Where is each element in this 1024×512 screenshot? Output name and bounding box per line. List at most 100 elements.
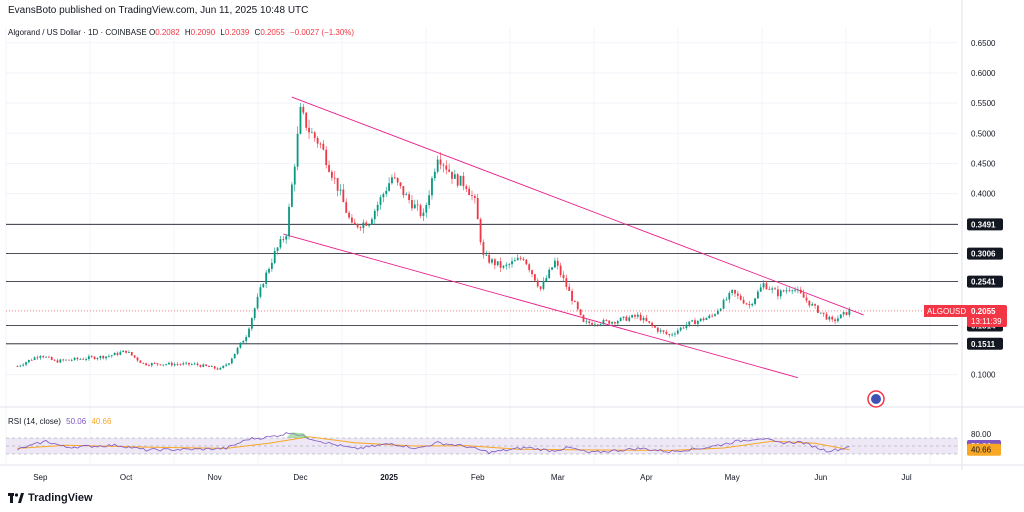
candle-body xyxy=(839,314,842,319)
candle-body xyxy=(282,239,285,240)
candle-body xyxy=(313,132,316,138)
candle-body xyxy=(548,269,551,279)
candle-body xyxy=(142,362,145,364)
candle-body xyxy=(716,310,719,315)
candle-body xyxy=(702,318,705,321)
candle-body xyxy=(445,165,448,170)
rsi-legend: RSI (14, close) 50.06 40.66 xyxy=(8,417,111,426)
channel-lower-line xyxy=(283,233,799,379)
candle-body xyxy=(682,327,685,329)
candle-body xyxy=(333,177,336,179)
candle-body xyxy=(302,106,305,113)
candle-body xyxy=(756,291,759,299)
candle-body xyxy=(608,320,611,324)
candle-body xyxy=(108,356,110,357)
candle-body xyxy=(411,199,413,209)
brand-name: TradingView xyxy=(28,492,93,504)
candle-body xyxy=(479,219,482,243)
rsi-ma-value: 40.66 xyxy=(91,417,112,426)
candle-body xyxy=(671,334,674,336)
y-tick-label: 0.4500 xyxy=(971,159,996,168)
candle-body xyxy=(691,320,694,322)
candle-body xyxy=(731,289,734,293)
candle-body xyxy=(845,312,848,315)
candle-body xyxy=(79,358,82,360)
candle-body xyxy=(85,359,87,360)
candle-body xyxy=(508,264,511,266)
candle-body xyxy=(711,315,714,317)
candle-body xyxy=(133,355,136,358)
candle-body xyxy=(116,352,119,355)
candle-body xyxy=(428,195,431,206)
candle-body xyxy=(462,175,465,187)
candle-body xyxy=(808,300,811,306)
candle-body xyxy=(599,324,602,325)
candle-body xyxy=(448,169,451,172)
candle-body xyxy=(496,261,499,266)
candle-body xyxy=(451,171,453,179)
candle-body xyxy=(342,189,345,203)
candle-body xyxy=(614,322,616,324)
candle-body xyxy=(696,320,699,325)
candle-body xyxy=(531,270,533,275)
candle-body xyxy=(328,165,330,172)
candle-body xyxy=(831,316,834,320)
candle-body xyxy=(616,321,619,324)
candle-body xyxy=(113,352,116,356)
candle-body xyxy=(742,299,745,304)
x-tick-label: Feb xyxy=(471,473,485,482)
rsi-tick-label: 80.00 xyxy=(971,430,992,439)
candle-body xyxy=(425,205,428,213)
candle-body xyxy=(233,353,236,359)
candle-body xyxy=(88,356,90,360)
candle-body xyxy=(47,356,50,358)
candle-body xyxy=(736,293,739,296)
candle-body xyxy=(373,210,376,220)
level-label-bg xyxy=(967,337,1003,350)
candle-body xyxy=(30,359,33,361)
rsi-label: RSI (14, close) xyxy=(8,417,61,426)
candle-body xyxy=(331,171,333,178)
candle-body xyxy=(188,362,190,365)
candle-body xyxy=(625,316,628,321)
x-tick-label: Nov xyxy=(208,473,222,482)
candle-body xyxy=(688,321,691,325)
candle-body xyxy=(539,286,542,289)
candle-body xyxy=(782,290,785,292)
candle-body xyxy=(170,362,173,366)
candle-body xyxy=(165,364,167,366)
candle-body xyxy=(602,320,605,325)
candle-body xyxy=(408,194,410,200)
candle-body xyxy=(285,236,288,240)
candle-body xyxy=(579,309,582,315)
candle-body xyxy=(413,204,416,209)
candle-body xyxy=(811,304,814,306)
candle-body xyxy=(439,159,442,165)
candle-body xyxy=(33,357,36,360)
candle-body xyxy=(385,190,388,194)
close-value: 0.2055 xyxy=(260,28,285,37)
candle-body xyxy=(242,341,245,343)
candle-body xyxy=(582,314,585,322)
candle-body xyxy=(665,331,668,335)
candle-body xyxy=(382,193,385,198)
candle-body xyxy=(219,368,222,370)
tradingview-brand[interactable]: TradingView xyxy=(8,492,93,504)
candle-body xyxy=(228,363,230,365)
rsi-line xyxy=(17,432,850,455)
low-label: L xyxy=(220,28,225,37)
candle-body xyxy=(453,174,456,179)
candle-body xyxy=(748,304,751,306)
candle-body xyxy=(96,358,99,360)
candle-body xyxy=(270,262,273,269)
candle-body xyxy=(216,368,219,370)
candle-body xyxy=(762,283,765,288)
candle-body xyxy=(628,317,631,321)
candle-body xyxy=(585,321,588,323)
price-tag-value: 0.2055 xyxy=(971,307,996,316)
level-label-bg xyxy=(967,218,1003,231)
candle-body xyxy=(482,242,485,255)
candle-body xyxy=(631,315,633,318)
candle-body xyxy=(230,358,233,364)
